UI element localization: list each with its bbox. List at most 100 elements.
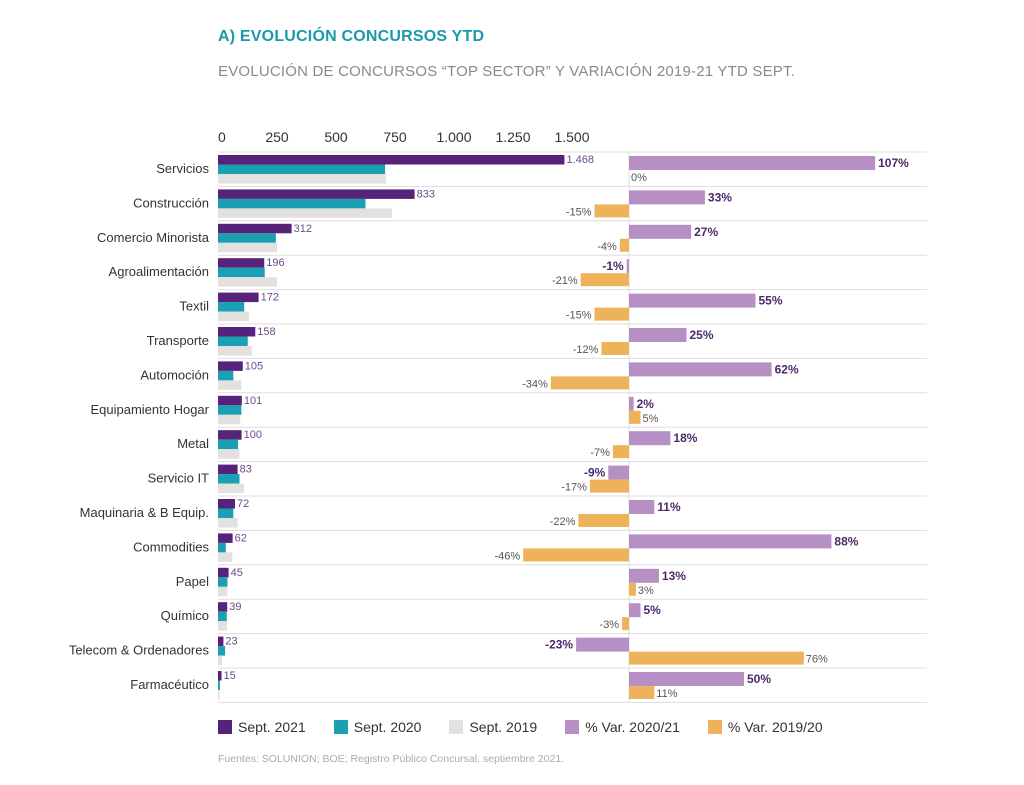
bar-sept-2019 [218, 655, 223, 666]
bar-sept-2020 [218, 542, 226, 553]
var-2019-20-label: 0% [631, 172, 647, 184]
bar-sept-2021 [218, 223, 292, 234]
bar-sept-2020 [218, 405, 242, 415]
bar-var-2020-21 [629, 568, 659, 583]
bar-sept-2019 [218, 483, 244, 494]
category-label: Automoción [140, 367, 209, 382]
var-2019-20-label: -7% [590, 447, 610, 459]
x-tick-label: 750 [383, 129, 407, 145]
legend-label: Sept. 2020 [353, 719, 422, 735]
var-2020-21-label: -9% [584, 466, 606, 480]
var-2020-21-label: 33% [708, 190, 732, 204]
bar-var-2019-20 [629, 651, 804, 665]
bar-sept-2021 [218, 155, 565, 165]
bar-value-label: 100 [244, 429, 262, 441]
bar-sept-2020 [218, 474, 240, 484]
bar-var-2020-21 [576, 637, 629, 652]
x-tick-label: 1.000 [436, 129, 471, 145]
bar-sept-2019 [218, 174, 387, 184]
bar-sept-2020 [218, 302, 245, 312]
x-tick-label: 1.500 [554, 129, 589, 145]
bar-value-label: 45 [231, 567, 243, 579]
var-2019-20-label: 11% [656, 688, 677, 700]
bar-sept-2019 [218, 277, 277, 287]
bar-sept-2020 [218, 233, 276, 243]
bar-var-2019-20 [629, 686, 655, 699]
var-2020-21-label: 25% [690, 328, 714, 342]
bar-sept-2021 [218, 499, 235, 509]
var-2019-20-label: -21% [552, 275, 578, 287]
legend-swatch [333, 720, 348, 734]
bar-sept-2019 [218, 311, 249, 322]
legend-label: Sept. 2021 [238, 719, 306, 735]
bar-sept-2020 [218, 680, 220, 690]
category-label: Papel [176, 574, 209, 589]
bar-var-2020-21 [629, 224, 692, 239]
bar-var-2019-20 [594, 204, 629, 218]
category-label: Transporte [147, 333, 209, 348]
bar-var-2020-21 [629, 190, 705, 205]
bar-sept-2019 [218, 552, 233, 562]
bar-var-2019-20 [594, 307, 629, 321]
bar-value-label: 158 [257, 326, 275, 338]
bar-value-label: 15 [224, 670, 236, 682]
bar-var-2019-20 [580, 273, 629, 287]
bar-sept-2019 [218, 242, 277, 253]
var-2020-21-label: 11% [657, 500, 681, 514]
var-2020-21-label: 55% [759, 294, 783, 308]
bar-var-2019-20 [523, 548, 629, 562]
source-note: Fuentes: SOLUNION; BOE; Registro Público… [218, 753, 565, 765]
bar-sept-2021 [218, 258, 265, 268]
var-2019-20-label: 5% [643, 413, 659, 425]
bar-sept-2019 [218, 346, 252, 356]
bar-sept-2021 [218, 327, 256, 337]
bar-value-label: 172 [261, 292, 279, 304]
bar-sept-2021 [218, 189, 415, 199]
bar-value-label: 83 [240, 464, 252, 476]
bar-sept-2021 [218, 430, 242, 440]
x-tick-label: 500 [324, 129, 348, 145]
legend-item-sept-2019: Sept. 2019 [449, 719, 537, 735]
bar-sept-2019 [218, 380, 242, 390]
bar-var-2019-20 [578, 514, 629, 527]
legend-swatch [218, 720, 232, 734]
bar-sept-2021 [218, 602, 228, 612]
legend-swatch [449, 720, 464, 734]
bar-var-2019-20 [629, 582, 636, 596]
var-2020-21-label: 62% [775, 362, 799, 376]
bar-sept-2021 [218, 671, 222, 681]
bar-sept-2020 [218, 439, 239, 450]
bar-value-label: 39 [229, 601, 241, 613]
var-2020-21-label: 27% [694, 225, 718, 239]
bar-value-label: 72 [237, 498, 249, 510]
bar-value-label: 196 [266, 257, 284, 269]
bar-var-2020-21 [629, 293, 756, 308]
chart-subtitle: EVOLUCIÓN DE CONCURSOS “TOP SECTOR” Y VA… [218, 63, 796, 80]
var-2019-20-label: -4% [597, 241, 617, 253]
bar-sept-2020 [218, 611, 227, 622]
bar-var-2019-20 [601, 342, 629, 355]
var-2019-20-label: 3% [638, 585, 654, 597]
var-2019-20-label: -46% [495, 550, 521, 562]
bar-sept-2019 [218, 518, 238, 528]
legend-item-sept-2020: Sept. 2020 [333, 719, 422, 735]
legend-label: Sept. 2019 [469, 719, 538, 735]
bar-sept-2020 [218, 577, 228, 587]
legend-swatch [707, 720, 722, 734]
var-2019-20-label: -15% [566, 310, 592, 322]
bar-sept-2021 [218, 464, 238, 475]
x-tick-label: 1.250 [495, 129, 530, 145]
bar-value-label: 62 [235, 532, 247, 544]
var-2020-21-label: 107% [878, 156, 909, 170]
bar-sept-2020 [218, 336, 248, 346]
bar-var-2019-20 [629, 410, 641, 424]
bar-var-2020-21 [608, 465, 629, 480]
bar-sept-2019 [218, 449, 240, 459]
var-2019-20-label: -15% [566, 206, 592, 218]
var-2019-20-label: -34% [522, 378, 548, 390]
x-tick-label: 250 [265, 129, 289, 145]
bar-var-2020-21 [629, 156, 876, 170]
category-label: Maquinaria & B Equip. [80, 505, 209, 520]
bar-sept-2021 [218, 361, 243, 371]
var-2020-21-label: 50% [747, 672, 771, 686]
